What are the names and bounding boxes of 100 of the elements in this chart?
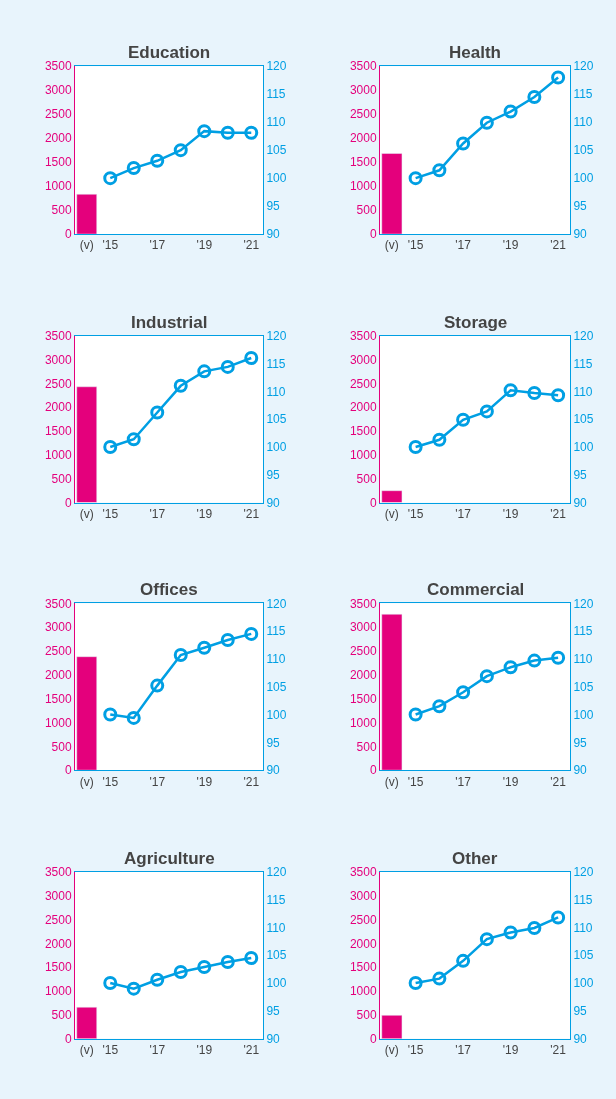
y-tick-label: 1000 (44, 984, 72, 999)
x-tick-label: '19 (196, 1043, 213, 1058)
y2-tick-label: 90 (266, 763, 281, 778)
y-tick-label: 2000 (349, 668, 377, 683)
point (126, 432, 141, 447)
chart-title: Offices (140, 580, 198, 599)
x-tick-label: '19 (196, 507, 213, 522)
y-tick-label: 1500 (349, 155, 377, 170)
y2-tick-label: 105 (573, 412, 594, 427)
point (503, 660, 518, 675)
y2-tick-label: 110 (573, 115, 593, 130)
point (551, 70, 566, 85)
point (150, 153, 165, 168)
y2-tick-label: 95 (573, 199, 588, 214)
y-tick-label: 2500 (349, 376, 377, 391)
chart-title: Industrial (131, 313, 208, 332)
y2-tick-label: 120 (266, 865, 287, 880)
y-tick-label: 2000 (349, 131, 377, 146)
x-tick-label: '15 (407, 238, 424, 253)
y2-tick-label: 90 (266, 1031, 281, 1046)
x-tick-label: '19 (502, 774, 519, 789)
point (503, 925, 518, 940)
x-tick-label: '19 (502, 507, 519, 522)
point (244, 626, 259, 641)
chart-title: Other (452, 849, 498, 868)
y2-tick-label: 100 (266, 171, 287, 186)
y-tick-label: 0 (64, 1031, 72, 1046)
y2-tick-label: 110 (573, 384, 593, 399)
point (173, 378, 188, 393)
y-tick-label: 0 (369, 763, 377, 778)
point (479, 932, 494, 947)
y2-tick-label: 105 (266, 679, 287, 694)
y-tick-label: 1000 (44, 715, 72, 730)
x-tick-label: (v) (79, 774, 94, 789)
point (197, 640, 212, 655)
y-tick-label: 1000 (349, 448, 377, 463)
y-tick-label: 3500 (44, 59, 72, 74)
point (432, 163, 447, 178)
y-tick-label: 3500 (44, 596, 72, 611)
y2-tick-label: 120 (266, 328, 287, 343)
y2-tick-label: 95 (266, 468, 281, 482)
point (150, 972, 165, 987)
x-tick-label: '21 (550, 1043, 567, 1058)
point (103, 439, 118, 454)
y-tick-label: 0 (369, 227, 377, 242)
point (432, 699, 447, 714)
y2-tick-label: 105 (573, 948, 594, 963)
point (244, 951, 259, 966)
point (456, 412, 471, 427)
point (456, 685, 471, 700)
y2-tick-label: 120 (573, 596, 594, 611)
point (103, 171, 118, 186)
x-tick-label: '21 (243, 238, 260, 253)
point (150, 678, 165, 693)
y-tick-label: 3000 (349, 83, 377, 98)
point (527, 386, 542, 401)
point (432, 971, 447, 986)
point (220, 633, 235, 648)
x-tick-label: '17 (455, 1043, 472, 1058)
point (503, 383, 518, 398)
point (408, 171, 423, 186)
y-tick-label: 2000 (349, 400, 377, 415)
y2-tick-label: 110 (266, 384, 286, 399)
point (173, 964, 188, 979)
point (456, 953, 471, 968)
point (220, 954, 235, 969)
y2-tick-label: 105 (573, 679, 594, 694)
y-tick-label: 0 (369, 495, 377, 510)
y-tick-label: 1000 (349, 715, 377, 730)
chart-title: Education (128, 43, 211, 62)
y2-tick-label: 95 (573, 1004, 588, 1019)
x-tick-label: (v) (384, 774, 399, 789)
x-tick-label: '15 (102, 774, 119, 789)
y-tick-label: 1500 (44, 155, 72, 170)
x-tick-label: '15 (407, 1043, 424, 1058)
point (551, 650, 566, 665)
point (126, 981, 141, 996)
x-tick-label: (v) (79, 238, 94, 253)
y-tick-label: 500 (51, 203, 72, 218)
x-tick-label: (v) (384, 507, 399, 522)
y2-tick-label: 115 (573, 892, 593, 907)
y-tick-label: 500 (51, 471, 72, 486)
point (551, 388, 566, 403)
y-tick-label: 2000 (44, 131, 72, 146)
point (173, 648, 188, 663)
y-tick-label: 3000 (349, 352, 377, 367)
y-tick-label: 0 (369, 1031, 377, 1046)
x-tick-label: '21 (243, 774, 260, 789)
x-tick-label: '19 (502, 1043, 519, 1058)
point (479, 669, 494, 684)
y-tick-label: 1500 (349, 424, 377, 439)
chart-title: Commercial (427, 580, 525, 599)
x-tick-label: (v) (384, 1043, 399, 1058)
y-tick-label: 2500 (44, 912, 72, 927)
y-tick-label: 3500 (349, 328, 377, 343)
y-tick-label: 1500 (349, 960, 377, 975)
point (408, 707, 423, 722)
y2-tick-label: 100 (266, 976, 287, 991)
y-tick-label: 1000 (44, 179, 72, 194)
x-tick-label: '17 (149, 774, 166, 789)
